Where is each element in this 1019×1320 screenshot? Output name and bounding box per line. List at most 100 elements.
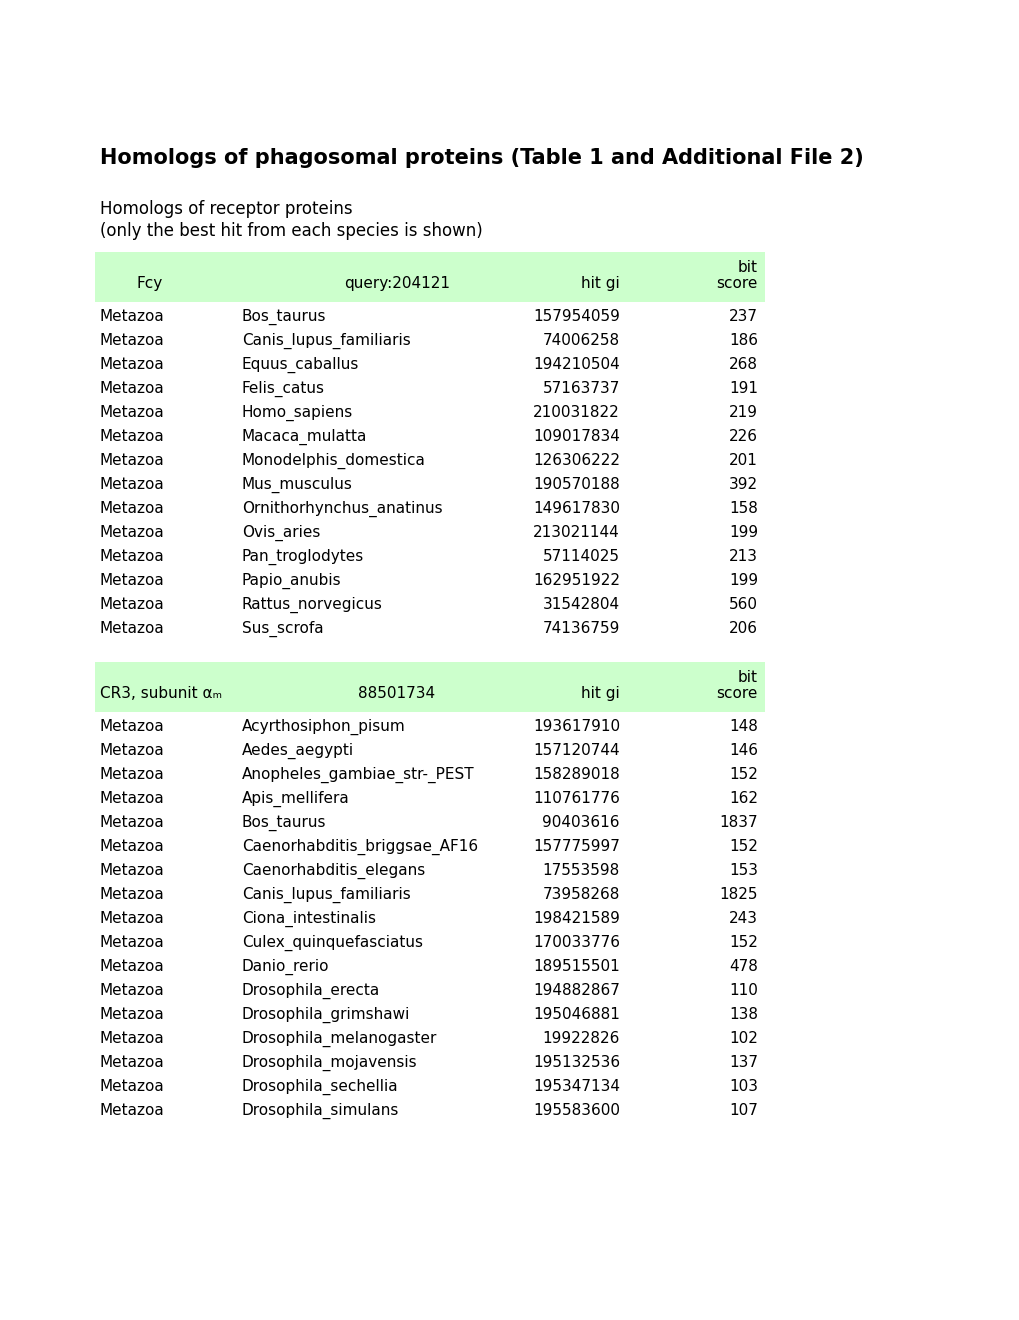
Text: 162951922: 162951922 (533, 573, 620, 587)
Text: 1825: 1825 (718, 887, 757, 902)
Text: 199: 199 (729, 573, 757, 587)
Text: score: score (716, 686, 757, 701)
Text: 90403616: 90403616 (542, 814, 620, 830)
Text: Homo_sapiens: Homo_sapiens (242, 405, 353, 421)
Text: 186: 186 (729, 333, 757, 348)
Text: Metazoa: Metazoa (100, 405, 165, 420)
Text: Caenorhabditis_elegans: Caenorhabditis_elegans (242, 863, 425, 879)
Text: 17553598: 17553598 (542, 863, 620, 878)
Text: bit: bit (738, 260, 757, 275)
Text: 210031822: 210031822 (533, 405, 620, 420)
Text: 243: 243 (729, 911, 757, 927)
Text: Metazoa: Metazoa (100, 840, 165, 854)
Text: 31542804: 31542804 (542, 597, 620, 612)
Text: Bos_taurus: Bos_taurus (242, 309, 326, 325)
Text: 102: 102 (729, 1031, 757, 1045)
Text: 138: 138 (729, 1007, 757, 1022)
Text: hit gi: hit gi (581, 276, 620, 290)
Text: Drosophila_mojavensis: Drosophila_mojavensis (242, 1055, 417, 1072)
Text: Papio_anubis: Papio_anubis (242, 573, 341, 589)
Text: Metazoa: Metazoa (100, 549, 165, 564)
Text: Metazoa: Metazoa (100, 767, 165, 781)
Text: Drosophila_erecta: Drosophila_erecta (242, 983, 380, 999)
Text: score: score (716, 276, 757, 290)
Text: 57114025: 57114025 (542, 549, 620, 564)
Text: Metazoa: Metazoa (100, 1078, 165, 1094)
Text: 152: 152 (729, 767, 757, 781)
Text: Felis_catus: Felis_catus (242, 381, 325, 397)
Text: 137: 137 (729, 1055, 757, 1071)
Text: 170033776: 170033776 (533, 935, 620, 950)
Text: 88501734: 88501734 (358, 686, 435, 701)
Text: 268: 268 (729, 356, 757, 372)
Text: 74006258: 74006258 (542, 333, 620, 348)
Text: 237: 237 (729, 309, 757, 323)
Text: Metazoa: Metazoa (100, 743, 165, 758)
Text: 189515501: 189515501 (533, 960, 620, 974)
Text: Metazoa: Metazoa (100, 620, 165, 636)
Text: 201: 201 (729, 453, 757, 469)
Text: 478: 478 (729, 960, 757, 974)
Text: Ciona_intestinalis: Ciona_intestinalis (242, 911, 376, 927)
Text: Acyrthosiphon_pisum: Acyrthosiphon_pisum (242, 719, 406, 735)
Text: Metazoa: Metazoa (100, 502, 165, 516)
Text: Metazoa: Metazoa (100, 960, 165, 974)
Text: 157775997: 157775997 (533, 840, 620, 854)
Text: Metazoa: Metazoa (100, 791, 165, 807)
Text: Homologs of phagosomal proteins (Table 1 and Additional File 2): Homologs of phagosomal proteins (Table 1… (100, 148, 863, 168)
Text: 57163737: 57163737 (542, 381, 620, 396)
Text: Metazoa: Metazoa (100, 1055, 165, 1071)
Text: Ovis_aries: Ovis_aries (242, 525, 320, 541)
Text: Metazoa: Metazoa (100, 525, 165, 540)
Text: 162: 162 (729, 791, 757, 807)
Text: Metazoa: Metazoa (100, 573, 165, 587)
Text: Apis_mellifera: Apis_mellifera (242, 791, 350, 808)
Text: 560: 560 (729, 597, 757, 612)
Text: 157954059: 157954059 (533, 309, 620, 323)
Text: 148: 148 (729, 719, 757, 734)
Text: 152: 152 (729, 935, 757, 950)
Text: (only the best hit from each species is shown): (only the best hit from each species is … (100, 222, 482, 240)
Text: Anopheles_gambiae_str-_PEST: Anopheles_gambiae_str-_PEST (242, 767, 474, 783)
Text: Metazoa: Metazoa (100, 1031, 165, 1045)
Text: Metazoa: Metazoa (100, 309, 165, 323)
Text: Metazoa: Metazoa (100, 1104, 165, 1118)
Bar (95, 663, 764, 711)
Text: 219: 219 (729, 405, 757, 420)
Text: Metazoa: Metazoa (100, 863, 165, 878)
Text: 146: 146 (729, 743, 757, 758)
Text: Metazoa: Metazoa (100, 453, 165, 469)
Text: 73958268: 73958268 (542, 887, 620, 902)
Text: Drosophila_sechellia: Drosophila_sechellia (242, 1078, 398, 1096)
Text: CR3, subunit αₘ: CR3, subunit αₘ (100, 686, 222, 701)
Text: 19922826: 19922826 (542, 1031, 620, 1045)
Text: Equus_caballus: Equus_caballus (242, 356, 359, 374)
Text: Monodelphis_domestica: Monodelphis_domestica (242, 453, 426, 469)
Text: Metazoa: Metazoa (100, 935, 165, 950)
Text: 226: 226 (729, 429, 757, 444)
Text: 74136759: 74136759 (542, 620, 620, 636)
Text: 199: 199 (729, 525, 757, 540)
Text: 1837: 1837 (718, 814, 757, 830)
Text: 194210504: 194210504 (533, 356, 620, 372)
Text: Caenorhabditis_briggsae_AF16: Caenorhabditis_briggsae_AF16 (242, 840, 478, 855)
Text: Canis_lupus_familiaris: Canis_lupus_familiaris (242, 887, 411, 903)
Text: Macaca_mulatta: Macaca_mulatta (242, 429, 367, 445)
Text: 107: 107 (729, 1104, 757, 1118)
Text: Metazoa: Metazoa (100, 911, 165, 927)
Text: 195046881: 195046881 (533, 1007, 620, 1022)
Text: Ornithorhynchus_anatinus: Ornithorhynchus_anatinus (242, 502, 442, 517)
Text: 157120744: 157120744 (533, 743, 620, 758)
Text: Metazoa: Metazoa (100, 814, 165, 830)
Text: query:204121: query:204121 (343, 276, 449, 290)
Text: 190570188: 190570188 (533, 477, 620, 492)
Text: hit gi: hit gi (581, 686, 620, 701)
Text: 198421589: 198421589 (533, 911, 620, 927)
Text: Rattus_norvegicus: Rattus_norvegicus (242, 597, 382, 614)
Text: Metazoa: Metazoa (100, 333, 165, 348)
Text: Culex_quinquefasciatus: Culex_quinquefasciatus (242, 935, 423, 952)
Text: 195132536: 195132536 (532, 1055, 620, 1071)
Text: Metazoa: Metazoa (100, 381, 165, 396)
Text: Sus_scrofa: Sus_scrofa (242, 620, 323, 638)
Text: 193617910: 193617910 (532, 719, 620, 734)
